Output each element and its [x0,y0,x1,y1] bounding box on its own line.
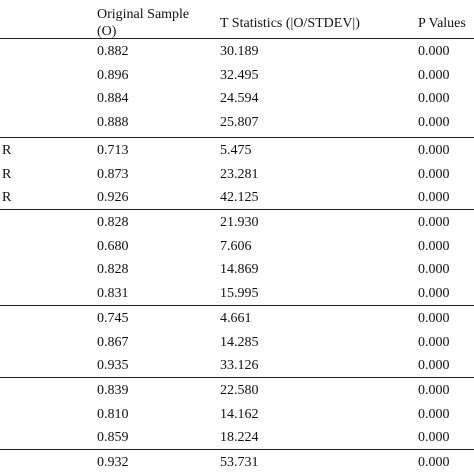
p-value: 0.000 [418,286,450,302]
p-value: 0.000 [418,215,450,230]
original-sample-value: 0.882 [97,44,129,59]
group-rule [0,377,474,378]
original-sample-value: 0.810 [97,406,129,422]
original-sample-value: 0.831 [97,286,129,302]
t-statistic-value: 30.189 [220,44,259,59]
p-value: 0.000 [418,44,450,59]
p-value: 0.000 [418,190,450,206]
p-value: 0.000 [418,166,450,182]
p-value: 0.000 [418,238,450,254]
t-statistic-value: 14.162 [220,406,259,422]
p-value: 0.000 [418,334,450,350]
header-p-values: P Values [418,16,466,31]
t-statistic-value: 25.807 [220,115,259,131]
original-sample-value: 0.884 [97,91,129,107]
row-label: R [2,166,12,182]
original-sample-value: 0.828 [97,215,129,230]
original-sample-value: 0.680 [97,238,129,254]
original-sample-value: 0.926 [97,190,129,206]
t-statistic-value: 5.475 [220,143,252,158]
t-statistic-value: 14.285 [220,334,259,350]
header-t-statistics: T Statistics (|O/STDEV|) [220,16,360,31]
original-sample-value: 0.745 [97,311,129,326]
group-rule [0,305,474,306]
p-value: 0.000 [418,262,450,278]
p-value: 0.000 [418,406,450,422]
t-statistic-value: 7.606 [220,238,252,254]
t-statistic-value: 24.594 [220,91,259,107]
t-statistic-value: 42.125 [220,190,259,206]
original-sample-value: 0.935 [97,358,129,374]
original-sample-value: 0.839 [97,383,129,398]
t-statistic-value: 53.731 [220,455,259,470]
p-value: 0.000 [418,143,450,158]
header-rule [0,38,474,39]
original-sample-value: 0.828 [97,262,129,278]
p-value: 0.000 [418,67,450,83]
p-value: 0.000 [418,383,450,398]
p-value: 0.000 [418,430,450,446]
p-value: 0.000 [418,115,450,131]
group-rule [0,137,474,138]
t-statistic-value: 23.281 [220,166,259,182]
p-value: 0.000 [418,311,450,326]
original-sample-value: 0.713 [97,143,129,158]
original-sample-value: 0.859 [97,430,129,446]
original-sample-value: 0.888 [97,115,129,131]
t-statistic-value: 14.869 [220,262,259,278]
group-rule [0,449,474,450]
row-label: R [2,143,12,158]
original-sample-value: 0.867 [97,334,129,350]
t-statistic-value: 32.495 [220,67,259,83]
t-statistic-value: 21.930 [220,215,259,230]
group-rule [0,209,474,210]
original-sample-value: 0.932 [97,455,129,470]
p-value: 0.000 [418,358,450,374]
t-statistic-value: 15.995 [220,286,259,302]
original-sample-value: 0.896 [97,67,129,83]
t-statistic-value: 33.126 [220,358,259,374]
p-value: 0.000 [418,455,450,470]
t-statistic-value: 4.661 [220,311,252,326]
header-original-sample: Original Sample (O) [97,7,190,39]
row-label: R [2,190,12,206]
p-value: 0.000 [418,91,450,107]
original-sample-value: 0.873 [97,166,129,182]
t-statistic-value: 22.580 [220,383,259,398]
t-statistic-value: 18.224 [220,430,259,446]
